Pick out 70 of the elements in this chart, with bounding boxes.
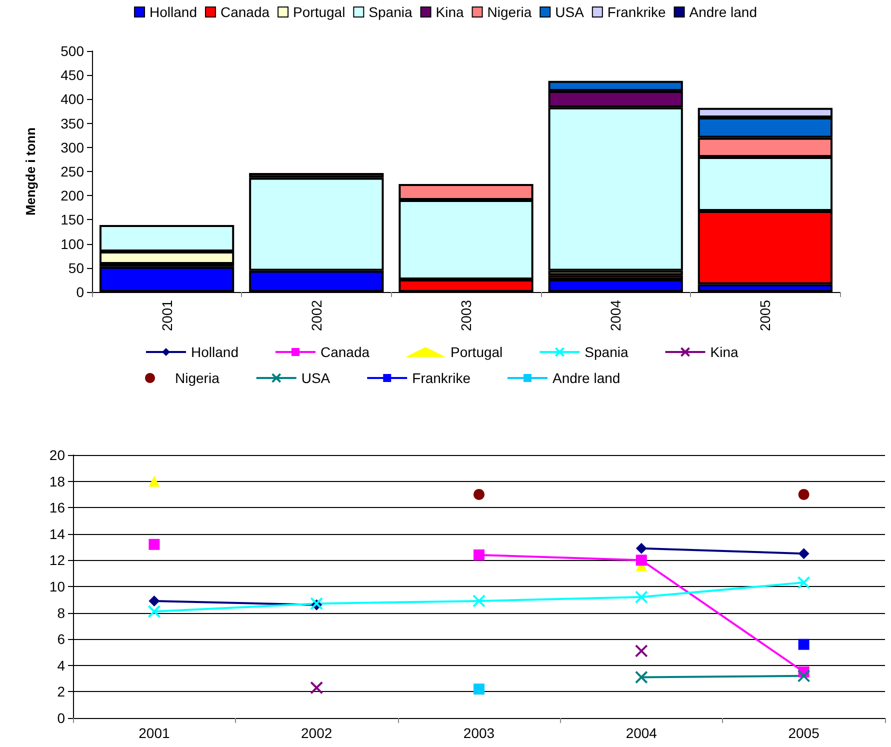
point — [634, 670, 648, 684]
legend-label: Portugal — [293, 4, 346, 20]
point — [474, 684, 484, 695]
y-tick-label: 300 — [60, 139, 84, 156]
x-tick-label: 2004 — [608, 300, 624, 332]
point — [636, 554, 647, 566]
y-tick-label: 50 — [68, 260, 84, 276]
legend-label: Canada — [320, 344, 370, 360]
point — [798, 488, 810, 500]
point — [148, 604, 161, 618]
y-tick-label: 2 — [57, 684, 66, 700]
point — [797, 669, 810, 682]
legend-label: USA — [555, 4, 585, 20]
y-tick-label: 0 — [57, 710, 66, 726]
point — [474, 488, 484, 500]
y-tick-label: 100 — [60, 236, 84, 252]
point — [310, 681, 324, 694]
y-axis-title: Mengde i tonn — [23, 127, 38, 216]
legend-label: Frankrike — [607, 4, 666, 20]
x-tick-label: 2005 — [757, 300, 774, 332]
x-tick-label: 2002 — [308, 300, 324, 332]
x-tick-label: 2002 — [301, 725, 332, 741]
y-tick-label: 10 — [49, 578, 66, 594]
legend-label: Spania — [584, 344, 628, 360]
point — [148, 595, 160, 606]
legend-label: Kina — [710, 344, 738, 360]
x-tick-label: 2005 — [788, 725, 820, 741]
point — [798, 548, 810, 560]
legend-label: Nigeria — [175, 370, 220, 386]
x-tick-label: 2001 — [138, 725, 170, 741]
legend-label: Andre land — [689, 4, 757, 20]
y-tick-label: 6 — [57, 631, 66, 648]
y-tick-label: 400 — [60, 91, 84, 108]
point — [634, 644, 648, 658]
y-tick-label: 350 — [60, 115, 84, 132]
point — [636, 542, 647, 554]
y-tick-label: 14 — [49, 526, 66, 542]
y-tick-label: 0 — [76, 284, 84, 300]
legend-label: Portugal — [450, 344, 503, 360]
y-tick-label: 16 — [49, 500, 66, 516]
point — [148, 538, 160, 550]
point — [148, 476, 160, 487]
x-tick-label: 2003 — [463, 725, 495, 741]
y-tick-label: 12 — [49, 552, 66, 568]
y-tick-label: 8 — [57, 604, 66, 621]
y-tick-label: 18 — [49, 473, 66, 490]
legend-label: Canada — [220, 4, 270, 20]
legend-label: Spania — [368, 4, 412, 20]
point — [472, 594, 486, 608]
legend-label: Holland — [191, 344, 238, 360]
point — [797, 576, 810, 590]
legend-label: Holland — [150, 4, 197, 20]
legend-label: Frankrike — [412, 370, 471, 386]
y-tick-label: 250 — [60, 164, 84, 180]
y-tick-label: 4 — [57, 657, 66, 674]
x-tick-label: 2001 — [158, 300, 175, 332]
x-tick-label: 2003 — [458, 300, 474, 332]
legend-label: USA — [301, 370, 331, 386]
y-tick-label: 150 — [60, 212, 84, 228]
x-tick-label: 2004 — [626, 725, 658, 741]
legend-label: Nigeria — [487, 4, 532, 20]
legend-label: Andre land — [552, 370, 620, 386]
legend-label: Kina — [436, 4, 464, 20]
y-tick-label: 450 — [60, 67, 84, 84]
y-tick-label: 500 — [60, 43, 84, 59]
y-tick-label: 20 — [49, 447, 66, 463]
point — [634, 590, 648, 604]
point — [474, 549, 484, 560]
y-tick-label: 200 — [60, 188, 84, 204]
point — [798, 638, 810, 650]
